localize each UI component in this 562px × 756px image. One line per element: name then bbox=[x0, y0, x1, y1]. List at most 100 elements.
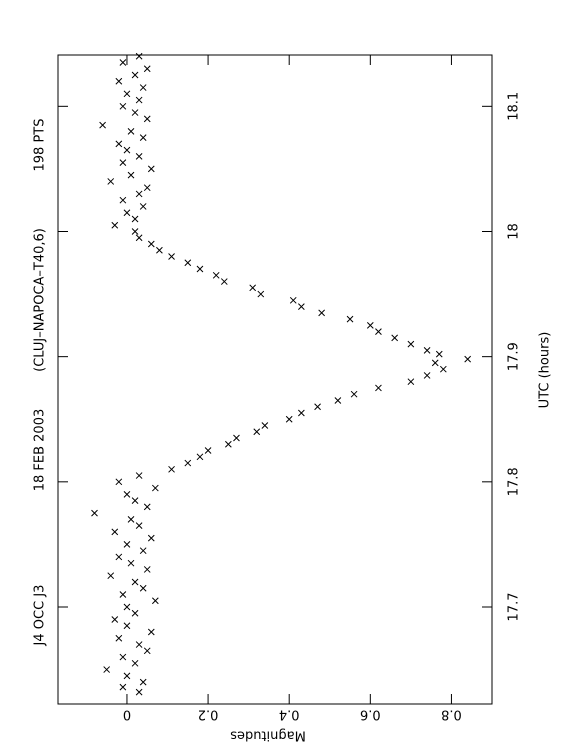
point bbox=[123, 209, 131, 217]
point bbox=[212, 271, 220, 279]
x-tick-label: 17.7 bbox=[507, 593, 522, 622]
point bbox=[135, 472, 143, 479]
point bbox=[147, 165, 155, 173]
point bbox=[119, 591, 127, 598]
point bbox=[139, 547, 147, 555]
point bbox=[318, 309, 325, 317]
point bbox=[115, 553, 123, 561]
point bbox=[346, 315, 354, 323]
point bbox=[289, 296, 297, 304]
y-tick-label: 0.8 bbox=[441, 707, 462, 722]
point bbox=[143, 115, 151, 123]
point bbox=[99, 121, 106, 129]
point bbox=[119, 102, 127, 110]
plot-frame bbox=[57, 54, 493, 705]
point bbox=[253, 428, 261, 436]
point bbox=[204, 447, 212, 454]
point bbox=[123, 490, 131, 498]
title-part: 198 PTS bbox=[33, 119, 48, 172]
point bbox=[127, 516, 135, 523]
point bbox=[298, 409, 305, 417]
point bbox=[115, 140, 123, 148]
x-axis-label: UTC (hours) bbox=[538, 332, 553, 409]
point bbox=[115, 478, 123, 486]
x-tick-label: 18.1 bbox=[507, 92, 522, 121]
point bbox=[131, 659, 139, 667]
point bbox=[423, 347, 431, 354]
point bbox=[123, 622, 131, 630]
point bbox=[151, 484, 159, 492]
x-tick-label: 17.9 bbox=[507, 342, 522, 371]
point bbox=[464, 355, 472, 363]
title-part: 18 FEB 2003 bbox=[33, 409, 48, 492]
point bbox=[431, 359, 439, 367]
point bbox=[135, 190, 143, 198]
point bbox=[135, 52, 143, 60]
point bbox=[119, 159, 127, 166]
point bbox=[119, 683, 127, 691]
point bbox=[123, 672, 131, 680]
point bbox=[123, 541, 131, 548]
point bbox=[131, 228, 139, 235]
point bbox=[143, 65, 151, 73]
point bbox=[111, 616, 119, 623]
point bbox=[375, 328, 382, 335]
point bbox=[135, 641, 143, 648]
y-axis-label: Magnitudes bbox=[230, 728, 306, 743]
point bbox=[119, 196, 127, 204]
point bbox=[139, 134, 147, 141]
point bbox=[285, 415, 293, 423]
point bbox=[135, 522, 143, 529]
point bbox=[314, 403, 321, 411]
point bbox=[249, 284, 257, 292]
point bbox=[127, 127, 135, 135]
point bbox=[115, 634, 123, 642]
y-tick-label: 0.2 bbox=[198, 707, 219, 722]
title-part: J4 OCC J3 bbox=[33, 585, 48, 647]
point bbox=[127, 171, 135, 179]
point bbox=[168, 465, 175, 473]
point bbox=[261, 422, 269, 429]
point bbox=[151, 597, 159, 605]
point bbox=[334, 397, 342, 404]
x-tick-label: 18 bbox=[507, 223, 522, 240]
point bbox=[298, 303, 305, 310]
point bbox=[439, 365, 447, 373]
point bbox=[119, 653, 127, 661]
point bbox=[111, 528, 119, 536]
point bbox=[147, 534, 155, 542]
point bbox=[131, 71, 139, 79]
point bbox=[156, 246, 163, 254]
point bbox=[366, 322, 374, 329]
point bbox=[131, 609, 139, 617]
point bbox=[184, 459, 192, 467]
point bbox=[139, 678, 147, 686]
point bbox=[131, 109, 139, 116]
point bbox=[407, 340, 415, 348]
point bbox=[139, 584, 147, 592]
point bbox=[257, 290, 265, 298]
point bbox=[143, 566, 151, 573]
point bbox=[139, 203, 147, 210]
point bbox=[123, 146, 131, 154]
y-tick-label: 0.6 bbox=[360, 707, 381, 722]
point bbox=[143, 503, 151, 511]
point bbox=[103, 666, 111, 673]
point bbox=[350, 390, 358, 398]
point bbox=[135, 234, 143, 242]
point bbox=[143, 647, 151, 655]
point bbox=[147, 240, 155, 248]
point bbox=[220, 278, 228, 285]
point bbox=[135, 96, 143, 104]
point bbox=[119, 59, 127, 66]
point bbox=[127, 559, 135, 567]
point bbox=[184, 259, 192, 267]
point bbox=[131, 215, 139, 223]
point bbox=[123, 603, 131, 611]
point bbox=[131, 578, 139, 586]
point bbox=[91, 509, 98, 517]
point bbox=[196, 265, 204, 273]
y-tick-label: 0 bbox=[123, 707, 131, 722]
point bbox=[115, 77, 123, 85]
